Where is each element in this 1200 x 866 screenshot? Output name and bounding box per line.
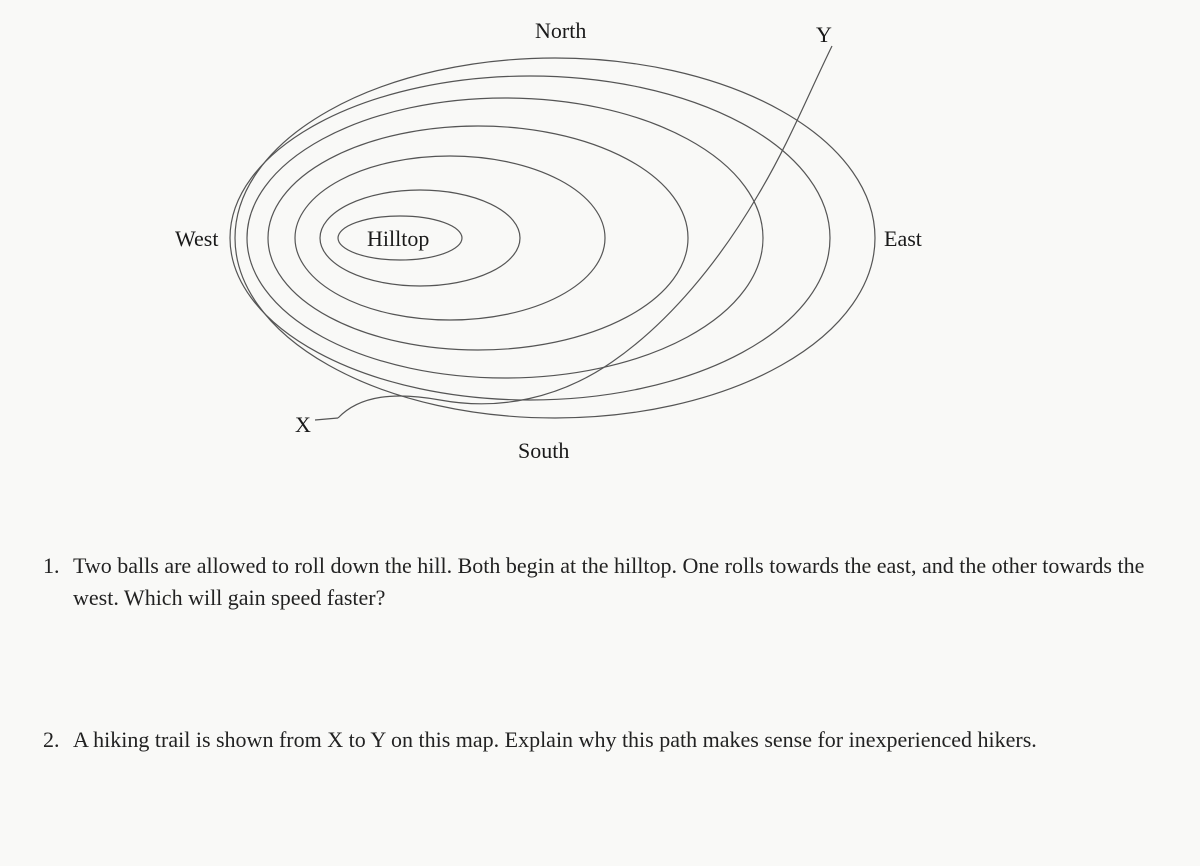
contour-diagram: North South East West Hilltop X Y	[0, 0, 1200, 470]
label-hilltop: Hilltop	[367, 226, 429, 252]
label-x: X	[295, 412, 311, 438]
question-list: Two balls are allowed to roll down the h…	[0, 550, 1200, 756]
label-y: Y	[816, 22, 832, 48]
question-item: A hiking trail is shown from X to Y on t…	[65, 724, 1160, 756]
question-item: Two balls are allowed to roll down the h…	[65, 550, 1160, 614]
questions-block: Two balls are allowed to roll down the h…	[0, 550, 1200, 866]
label-west: West	[175, 226, 218, 252]
label-south: South	[518, 438, 569, 464]
label-east: East	[884, 226, 922, 252]
label-north: North	[535, 18, 586, 44]
